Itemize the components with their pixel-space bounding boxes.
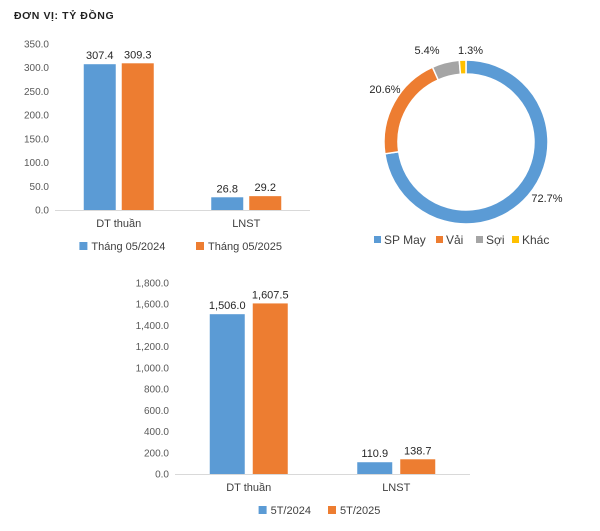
- ytd-ytick-label: 1,000.0: [136, 363, 170, 374]
- ytd-ytick-label: 1,600.0: [136, 300, 170, 311]
- donut-slice: [431, 59, 462, 81]
- monthly-bar: [83, 64, 116, 210]
- monthly-bar: [121, 63, 154, 210]
- monthly-category-label: LNST: [232, 218, 260, 230]
- monthly-category-label: DT thuần: [96, 218, 141, 230]
- ytd-ytick-label: 1,200.0: [136, 342, 170, 353]
- donut-data-label: 1.3%: [458, 45, 483, 57]
- monthly-legend-swatch: [196, 242, 204, 250]
- donut-data-label: 20.6%: [369, 84, 400, 96]
- monthly-data-label: 309.3: [124, 49, 152, 61]
- monthly-ytick-label: 350.0: [24, 40, 49, 51]
- monthly-legend-swatch: [79, 242, 88, 250]
- ytd-ytick-label: 400.0: [144, 427, 169, 438]
- monthly-ytick-label: 150.0: [24, 134, 49, 145]
- monthly-ytick-label: 200.0: [24, 111, 49, 122]
- donut-data-label: 72.7%: [531, 193, 562, 205]
- ytd-ytick-label: 600.0: [144, 406, 169, 417]
- ytd-legend-label: 5T/2025: [340, 505, 380, 517]
- unit-label: ĐƠN VỊ: TỶ ĐỒNG: [14, 10, 115, 22]
- donut-data-label: 5.4%: [414, 45, 439, 57]
- donut-chart-materials: 72.7% 20.6% 5.4% 1.3% SP May Vải Sợi Khác: [369, 45, 562, 247]
- donut-legend-label: Khác: [522, 233, 549, 247]
- ytd-category-label: DT thuần: [226, 482, 271, 494]
- donut-legend-swatch: [374, 236, 381, 243]
- ytd-ytick-label: 1,800.0: [136, 279, 170, 290]
- monthly-data-label: 26.8: [217, 183, 238, 195]
- ytd-data-label: 1,506.0: [209, 300, 246, 312]
- bar-chart-five-months: 0.0 200.0 400.0 600.0 800.0 1,000.0 1,200.0 1,4…: [136, 279, 470, 517]
- monthly-ytick-label: 0.0: [35, 206, 49, 217]
- ytd-category-label: LNST: [382, 482, 410, 494]
- donut-legend-label: Sợi: [486, 233, 505, 247]
- monthly-bar: [249, 196, 282, 210]
- ytd-ytick-label: 200.0: [144, 448, 169, 459]
- monthly-ytick-label: 250.0: [24, 87, 49, 98]
- donut-legend-swatch: [476, 236, 483, 243]
- ytd-legend-swatch: [258, 506, 267, 514]
- ytd-legend-label: 5T/2024: [271, 505, 311, 517]
- donut-slice: [383, 66, 440, 155]
- donut-legend-label: Vải: [446, 233, 463, 247]
- monthly-data-label: 29.2: [255, 182, 276, 194]
- donut-slice: [458, 59, 467, 76]
- ytd-bar: [400, 459, 436, 474]
- donut-legend-swatch: [436, 236, 443, 243]
- monthly-bar: [211, 197, 244, 210]
- monthly-legend-label: Tháng 05/2024: [91, 241, 165, 253]
- ytd-ytick-label: 800.0: [144, 385, 169, 396]
- monthly-ytick-label: 50.0: [30, 182, 50, 193]
- ytd-bar: [209, 314, 245, 474]
- ytd-ytick-label: 1,400.0: [136, 321, 170, 332]
- ytd-bar: [252, 303, 288, 474]
- bar-chart-monthly: 0.0 50.0 100.0 150.0 200.0 250.0 300.0 350.0 307…: [24, 40, 310, 253]
- ytd-data-label: 110.9: [361, 448, 388, 460]
- donut-legend-label: SP May: [384, 233, 426, 247]
- monthly-data-label: 307.4: [86, 50, 114, 62]
- ytd-data-label: 1,607.5: [252, 289, 289, 301]
- ytd-bar: [357, 462, 393, 474]
- donut-legend-swatch: [512, 236, 519, 243]
- monthly-ytick-label: 300.0: [24, 63, 49, 74]
- ytd-data-label: 138.7: [404, 445, 432, 457]
- ytd-legend-swatch: [328, 506, 336, 514]
- ytd-ytick-label: 0.0: [155, 470, 169, 481]
- monthly-ytick-label: 100.0: [24, 158, 49, 169]
- monthly-legend-label: Tháng 05/2025: [208, 241, 282, 253]
